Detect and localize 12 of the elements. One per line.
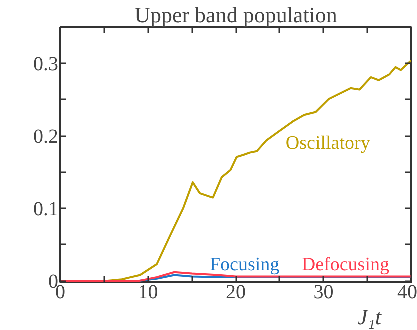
x-axis-title: J₁t <box>358 304 382 330</box>
series-label: Oscillatory <box>286 132 371 154</box>
x-tick-label: 30 <box>314 282 334 304</box>
x-tick-label: 40 <box>398 282 417 304</box>
series-label: Defocusing <box>302 254 390 276</box>
x-tick-label: 20 <box>226 282 246 304</box>
series-label: Focusing <box>210 254 280 276</box>
y-tick-label: 0.1 <box>34 198 58 221</box>
y-tick-label: 0.3 <box>34 54 58 76</box>
y-tick-label: 0.2 <box>34 126 58 148</box>
chart-title: Upper band population <box>134 2 338 28</box>
x-tick-label: 10 <box>138 282 158 304</box>
